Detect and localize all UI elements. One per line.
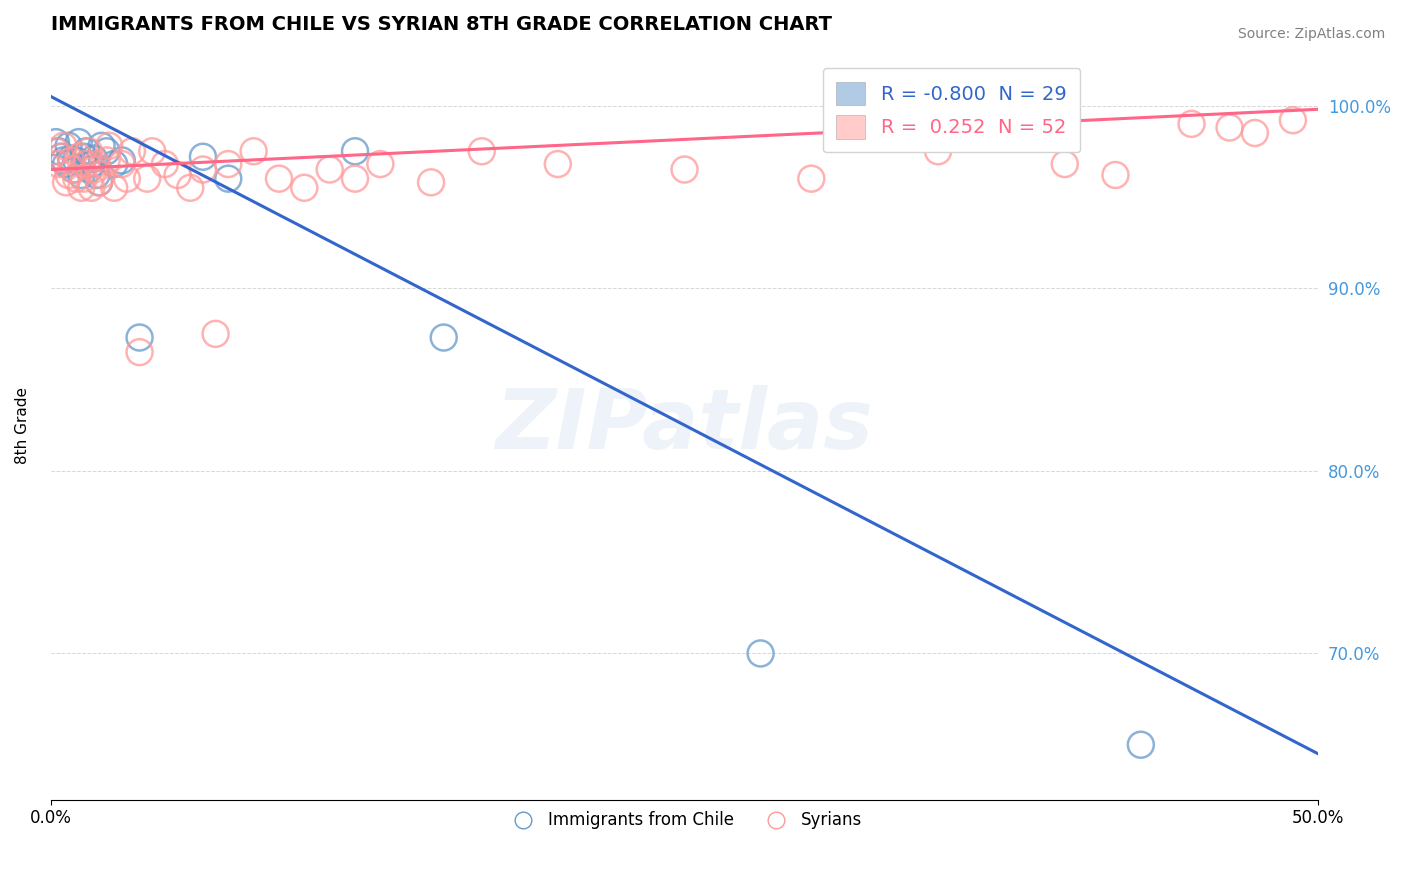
Point bbox=[292, 181, 315, 195]
Point bbox=[344, 171, 367, 186]
Point bbox=[83, 162, 105, 177]
Point bbox=[111, 157, 134, 171]
Point bbox=[153, 157, 176, 171]
Point bbox=[96, 145, 118, 159]
Point bbox=[103, 157, 125, 171]
Point bbox=[70, 181, 93, 195]
Point bbox=[136, 171, 159, 186]
Point bbox=[547, 157, 569, 171]
Point bbox=[420, 175, 443, 189]
Point bbox=[60, 153, 83, 168]
Point bbox=[80, 181, 103, 195]
Point bbox=[927, 145, 949, 159]
Point bbox=[73, 171, 96, 186]
Point bbox=[191, 150, 214, 164]
Point bbox=[749, 647, 772, 661]
Point bbox=[1282, 113, 1305, 128]
Point bbox=[62, 162, 84, 177]
Point bbox=[49, 150, 72, 164]
Point bbox=[217, 171, 239, 186]
Point bbox=[344, 145, 367, 159]
Point bbox=[217, 157, 239, 171]
Point bbox=[1180, 117, 1202, 131]
Point bbox=[1129, 738, 1152, 752]
Point bbox=[87, 175, 110, 189]
Point bbox=[52, 138, 75, 153]
Point bbox=[115, 171, 138, 186]
Y-axis label: 8th Grade: 8th Grade bbox=[15, 386, 30, 464]
Point bbox=[67, 150, 90, 164]
Point bbox=[800, 171, 823, 186]
Point bbox=[96, 153, 118, 168]
Point bbox=[48, 157, 70, 171]
Point bbox=[267, 171, 290, 186]
Point bbox=[75, 157, 97, 171]
Point bbox=[166, 168, 188, 182]
Point bbox=[73, 150, 96, 164]
Point bbox=[70, 168, 93, 182]
Point bbox=[242, 145, 264, 159]
Point bbox=[128, 330, 150, 344]
Point bbox=[90, 138, 112, 153]
Point bbox=[471, 145, 494, 159]
Point bbox=[58, 138, 80, 153]
Point bbox=[1053, 157, 1076, 171]
Point bbox=[80, 157, 103, 171]
Text: Source: ZipAtlas.com: Source: ZipAtlas.com bbox=[1237, 27, 1385, 41]
Point bbox=[179, 181, 201, 195]
Point bbox=[58, 168, 80, 182]
Point bbox=[65, 153, 87, 168]
Point bbox=[67, 135, 90, 149]
Point bbox=[60, 152, 83, 166]
Point bbox=[98, 138, 121, 153]
Legend: Immigrants from Chile, Syrians: Immigrants from Chile, Syrians bbox=[501, 805, 869, 836]
Point bbox=[1244, 126, 1267, 140]
Point bbox=[204, 326, 226, 341]
Point bbox=[673, 162, 696, 177]
Text: ZIPatlas: ZIPatlas bbox=[496, 384, 873, 466]
Point bbox=[121, 145, 143, 159]
Point bbox=[128, 345, 150, 359]
Point bbox=[90, 168, 112, 182]
Point bbox=[75, 145, 97, 159]
Point bbox=[103, 181, 125, 195]
Point bbox=[433, 330, 456, 344]
Point bbox=[191, 162, 214, 177]
Point bbox=[1104, 168, 1126, 182]
Point bbox=[318, 162, 340, 177]
Point bbox=[49, 150, 72, 164]
Point bbox=[77, 162, 100, 177]
Point bbox=[86, 168, 108, 182]
Point bbox=[52, 153, 75, 168]
Text: IMMIGRANTS FROM CHILE VS SYRIAN 8TH GRADE CORRELATION CHART: IMMIGRANTS FROM CHILE VS SYRIAN 8TH GRAD… bbox=[51, 15, 832, 34]
Point bbox=[77, 145, 100, 159]
Point bbox=[62, 162, 84, 177]
Point bbox=[45, 135, 67, 149]
Point bbox=[48, 145, 70, 159]
Point bbox=[45, 145, 67, 159]
Point bbox=[141, 145, 163, 159]
Point bbox=[86, 157, 108, 171]
Point bbox=[87, 175, 110, 189]
Point bbox=[55, 157, 77, 171]
Point bbox=[111, 153, 134, 168]
Point bbox=[370, 157, 392, 171]
Point bbox=[83, 152, 105, 166]
Point bbox=[65, 171, 87, 186]
Point bbox=[55, 175, 77, 189]
Point bbox=[1219, 120, 1241, 135]
